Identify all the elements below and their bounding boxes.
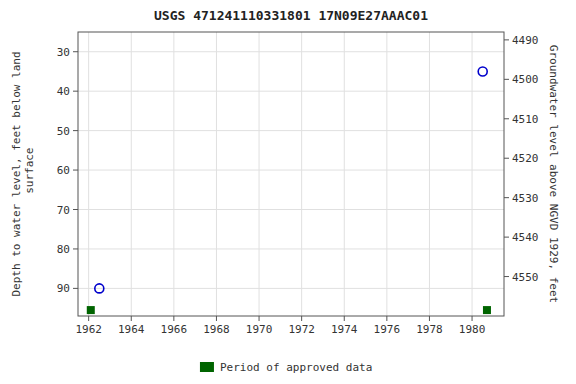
y2-tick [504,118,509,119]
x-tick-label: 1972 [288,323,315,336]
x-tick-label: 1978 [416,323,443,336]
x-grid-line [216,32,217,316]
x-grid-line [472,32,473,316]
y2-tick-label: 4500 [512,73,539,86]
x-tick [386,316,387,321]
y-grid-line [78,288,504,289]
title: USGS 471241110331801 17N09E27AAAC01 [154,8,428,23]
legend-label: Period of approved data [220,361,372,374]
y-grid-line [78,170,504,171]
y-tick-label: 80 [57,243,70,256]
x-tick [131,316,132,321]
y-tick [73,288,78,289]
x-grid-line [386,32,387,316]
y-grid-line [78,51,504,52]
y2-tick [504,197,509,198]
y2-tick-label: 4510 [512,113,539,126]
grid [78,32,504,316]
y2-tick [504,276,509,277]
square-marker [87,306,95,314]
x-tick-label: 1970 [246,323,273,336]
y-tick [73,51,78,52]
point [478,67,487,76]
x-tick [88,316,89,321]
x-tick [301,316,302,321]
y-tick [73,209,78,210]
x-tick-label: 1964 [118,323,145,336]
y-axis-label: Depth to water level, feet below land su… [10,51,36,296]
y2-tick-label: 4520 [512,152,539,165]
y2-tick [504,237,509,238]
y-grid-line [78,248,504,249]
x-tick-label: 1976 [374,323,401,336]
y-tick-label: 70 [57,204,70,217]
y-tick [73,248,78,249]
x-grid-line [301,32,302,316]
x-tick [472,316,473,321]
y2-tick [504,39,509,40]
axes: 1962 1964 1966 1968 1970 1972 1974 1976 1978 1980… [57,32,539,336]
y2-tick-label: 4490 [512,34,539,47]
x-tick-label: 1974 [331,323,358,336]
y2-axis-label: Groundwater level above NGVD 1929, feet [547,45,560,303]
x-tick-label: 1968 [203,323,230,336]
y-tick-label: 50 [57,125,70,138]
x-tick-label: 1962 [75,323,102,336]
x-grid-line [131,32,132,316]
legend-swatch [200,362,214,372]
x-grid-line [344,32,345,316]
y-tick-label: 30 [57,46,70,59]
y2-tick-label: 4540 [512,231,539,244]
y-tick-label: 40 [57,85,70,98]
y2-tick-label: 4530 [512,192,539,205]
y2-tick [504,158,509,159]
legend: Period of approved data [200,361,372,374]
x-tick [259,316,260,321]
x-tick-label: 1980 [459,323,486,336]
x-tick [173,316,174,321]
y-tick [73,170,78,171]
x-tick [344,316,345,321]
x-tick-label: 1966 [161,323,188,336]
y-grid-line [78,91,504,92]
y-grid-line [78,209,504,210]
square-marker [483,306,491,314]
x-tick [429,316,430,321]
background [0,0,576,384]
x-tick [216,316,217,321]
y-tick-label: 60 [57,164,70,177]
plot-frame [78,32,504,316]
y-grid-line [78,130,504,131]
x-grid-line [88,32,89,316]
x-grid-line [429,32,430,316]
y-axis-label-line: Depth to water level, feet below land [10,51,23,296]
y-axis-label-line: surface [23,148,36,201]
y-tick [73,91,78,92]
y2-tick [504,79,509,80]
x-grid-line [259,32,260,316]
y2-tick-label: 4550 [512,271,539,284]
point [95,284,104,293]
y-tick [73,130,78,131]
x-grid-line [173,32,174,316]
y-tick-label: 90 [57,282,70,295]
data [87,67,491,314]
